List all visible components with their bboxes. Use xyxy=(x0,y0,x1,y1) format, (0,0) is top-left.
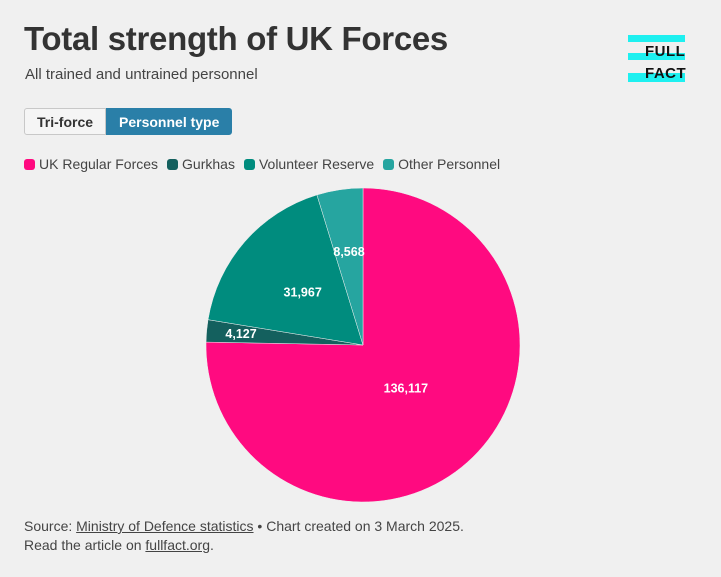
pie-slice-volunteer-reserve[interactable] xyxy=(207,194,364,346)
logo-bar-top xyxy=(628,35,685,42)
data-label-other-personnel: 8,568 xyxy=(333,245,364,259)
source-prefix: Source: xyxy=(24,518,77,534)
source-link[interactable]: Ministry of Defence statistics xyxy=(76,518,254,534)
data-label-volunteer-reserve: 31,967 xyxy=(284,285,322,299)
legend-swatch xyxy=(24,158,35,170)
logo-bar-middle xyxy=(628,53,685,60)
legend-item-volunteer-reserve[interactable]: Volunteer Reserve xyxy=(243,156,375,172)
chart-title: Total strength of UK Forces xyxy=(24,20,448,57)
legend-label: Other Personnel xyxy=(398,156,501,172)
legend-item-gurkhas[interactable]: Gurkhas xyxy=(167,156,235,172)
legend-label: Volunteer Reserve xyxy=(258,156,375,172)
legend-label: Gurkhas xyxy=(182,156,235,172)
source-suffix: • Chart created on 3 March 2025. xyxy=(253,518,464,534)
full-fact-logo: FULL FACT xyxy=(628,35,687,82)
pie-slice-other-personnel[interactable] xyxy=(316,187,364,346)
logo-text-full: FULL xyxy=(645,43,686,60)
source-line: Source: Ministry of Defence statistics •… xyxy=(24,517,464,536)
logo-text-fact: FACT xyxy=(645,65,687,82)
legend-item-uk-regular-forces[interactable]: UK Regular Forces xyxy=(24,156,158,172)
view-tabs: Tri-force Personnel type xyxy=(24,108,233,135)
legend-label: UK Regular Forces xyxy=(39,156,159,172)
article-prefix: Read the article on xyxy=(24,537,146,553)
data-label-uk-regular-forces: 136,117 xyxy=(384,382,429,396)
tab-tri-force[interactable]: Tri-force xyxy=(24,108,107,135)
article-line: Read the article on fullfact.org. xyxy=(24,536,464,555)
article-link[interactable]: fullfact.org xyxy=(145,537,210,553)
tab-personnel-type[interactable]: Personnel type xyxy=(106,108,233,135)
logo-bar-bottom xyxy=(628,73,685,82)
legend-swatch xyxy=(383,158,395,170)
legend-swatch xyxy=(243,158,255,170)
data-label-gurkhas: 4,127 xyxy=(225,327,256,341)
legend-item-other-personnel[interactable]: Other Personnel xyxy=(383,156,500,172)
chart-subtitle: All trained and untrained personnel xyxy=(25,66,258,83)
article-suffix: . xyxy=(210,537,214,553)
chart-footer: Source: Ministry of Defence statistics •… xyxy=(24,517,464,555)
legend-swatch xyxy=(167,158,179,170)
chart-legend: UK Regular Forces Gurkhas Volunteer Rese… xyxy=(24,156,500,172)
